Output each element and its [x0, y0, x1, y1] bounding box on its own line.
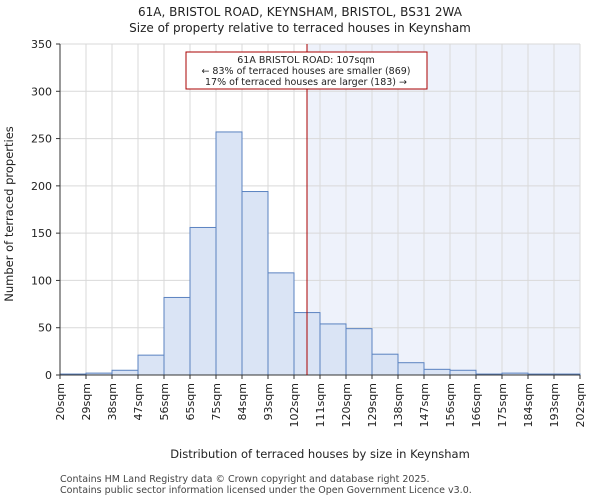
x-tick-label: 38sqm: [106, 383, 119, 420]
histogram-bar: 65sqm–75sqm: 156: [189, 226, 217, 376]
histogram-bar: 129sqm–138sqm: 22: [371, 353, 399, 376]
y-tick-label: 300: [31, 85, 52, 98]
y-tick-label: 350: [31, 38, 52, 51]
x-tick-label: 120sqm: [340, 383, 353, 427]
y-tick-label: 50: [38, 322, 52, 335]
y-tick-label: 250: [31, 133, 52, 146]
chart-subtitle: Size of property relative to terraced ho…: [129, 21, 471, 35]
x-tick-label: 138sqm: [392, 383, 405, 427]
chart-title: 61A, BRISTOL ROAD, KEYNSHAM, BRISTOL, BS…: [138, 5, 463, 19]
x-tick-label: 111sqm: [314, 383, 327, 427]
x-tick-label: 166sqm: [470, 383, 483, 427]
histogram-bar: 75sqm–84sqm: 257: [215, 131, 243, 376]
histogram-bar: 138sqm–147sqm: 13: [397, 362, 425, 376]
y-tick-labels: 0 50 100 150 200 250 300 350: [31, 38, 60, 382]
x-tick-label: 202sqm: [574, 383, 587, 427]
y-tick-label: 200: [31, 180, 52, 193]
x-tick-label: 65sqm: [184, 383, 197, 420]
annotation-line-3: 17% of terraced houses are larger (183) …: [205, 77, 407, 88]
histogram-bar: 56sqm–65sqm: 82: [163, 296, 191, 376]
annotation-line-1: 61A BRISTOL ROAD: 107sqm: [237, 55, 374, 66]
y-tick-label: 100: [31, 274, 52, 287]
x-tick-label: 84sqm: [236, 383, 249, 420]
footer-attribution: Contains HM Land Registry data © Crown c…: [60, 474, 472, 496]
x-tick-label: 129sqm: [366, 383, 379, 427]
annotation-line-2: ← 83% of terraced houses are smaller (86…: [201, 66, 410, 77]
x-tick-label: 102sqm: [288, 383, 301, 427]
x-tick-label: 56sqm: [158, 383, 171, 420]
histogram-bar: 147sqm–156sqm: 6: [423, 368, 451, 376]
y-tick-label: 0: [45, 369, 52, 382]
footer-line-2: Contains public sector information licen…: [60, 485, 472, 496]
x-tick-label: 156sqm: [444, 383, 457, 427]
histogram-bar: 156sqm–166sqm: 5: [449, 369, 477, 376]
larger-region-highlight: [307, 44, 580, 375]
histogram-chart: 61A, BRISTOL ROAD, KEYNSHAM, BRISTOL, BS…: [2, 5, 587, 461]
histogram-bar: 84sqm–93sqm: 194: [241, 191, 269, 376]
x-axis-label: Distribution of terraced houses by size …: [170, 447, 470, 461]
y-tick-label: 150: [31, 227, 52, 240]
histogram-bar: 120sqm–129sqm: 49: [345, 328, 373, 376]
x-tick-label: 29sqm: [80, 383, 93, 420]
x-tick-label: 175sqm: [496, 383, 509, 427]
x-tick-label: 193sqm: [548, 383, 561, 427]
x-tick-label: 20sqm: [54, 383, 67, 420]
annotation-box: 61A BRISTOL ROAD: 107sqm ← 83% of terrac…: [185, 51, 428, 90]
x-tick-label: 47sqm: [132, 383, 145, 420]
x-tick-label: 184sqm: [522, 383, 535, 427]
x-tick-labels: 20sqm 29sqm 38sqm 47sqm 56sqm 65sqm 75sqm 84sqm…: [54, 375, 587, 427]
x-tick-label: 147sqm: [418, 383, 431, 427]
footer-line-1: Contains HM Land Registry data © Crown c…: [60, 474, 430, 485]
y-axis-label: Number of terraced properties: [2, 126, 16, 302]
histogram-bar: 93sqm–102sqm: 108: [267, 272, 295, 376]
histogram-bar: 111sqm–120sqm: 54: [319, 323, 347, 376]
histogram-bar: 47sqm–56sqm: 21: [137, 354, 165, 376]
x-tick-label: 93sqm: [262, 383, 275, 420]
histogram-bar: 38sqm–47sqm: 5: [111, 369, 139, 376]
x-tick-label: 75sqm: [210, 383, 223, 420]
